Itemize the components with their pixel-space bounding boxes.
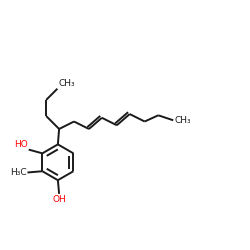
Text: H₃C: H₃C [10, 168, 26, 177]
Text: HO: HO [14, 140, 28, 148]
Text: OH: OH [52, 195, 66, 204]
Text: CH₃: CH₃ [174, 116, 191, 125]
Text: CH₃: CH₃ [58, 79, 75, 88]
